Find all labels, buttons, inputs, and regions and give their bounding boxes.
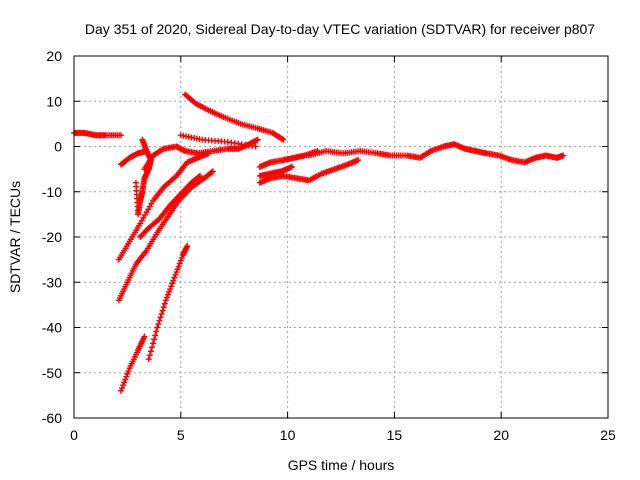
data-point-marker <box>156 317 163 324</box>
y-tick-label: -20 <box>42 229 62 245</box>
data-point-marker <box>120 382 127 389</box>
chart-title: Day 351 of 2020, Sidereal Day-to-day VTE… <box>85 21 595 37</box>
data-point-marker <box>163 294 170 301</box>
series-arc-j <box>145 243 191 363</box>
data-point-marker <box>172 271 179 278</box>
data-point-marker <box>161 300 168 307</box>
data-point-marker <box>170 277 177 284</box>
y-tick-label: -30 <box>42 274 62 290</box>
data-point-marker <box>150 340 157 347</box>
data-point-marker <box>252 143 259 150</box>
data-point-marker <box>164 291 171 298</box>
data-point-marker <box>205 150 212 157</box>
y-tick-label: -50 <box>42 365 62 381</box>
data-point-marker <box>157 314 164 321</box>
data-point-marker <box>122 376 129 383</box>
data-points <box>71 91 567 394</box>
series-arc-h <box>137 172 204 240</box>
x-tick-label: 5 <box>177 427 185 443</box>
data-point-marker <box>154 324 161 331</box>
data-point-marker <box>560 152 567 159</box>
data-point-marker <box>123 373 130 380</box>
x-tick-label: 25 <box>600 427 616 443</box>
data-point-marker <box>254 136 261 143</box>
data-point-marker <box>177 257 184 264</box>
series-arc-e <box>177 132 259 150</box>
data-point-marker <box>151 336 158 343</box>
data-point-marker <box>125 368 132 375</box>
series-arc-o <box>305 141 567 166</box>
data-point-marker <box>208 169 215 176</box>
data-point-marker <box>171 274 178 281</box>
data-point-marker <box>197 172 204 179</box>
data-point-marker <box>158 310 165 317</box>
series-arc-n <box>256 163 295 179</box>
series-arc-a <box>71 129 124 139</box>
data-point-marker <box>121 379 128 386</box>
x-tick-label: 20 <box>493 427 509 443</box>
data-point-marker <box>178 254 185 261</box>
data-point-marker <box>195 173 202 180</box>
x-tick-label: 15 <box>387 427 403 443</box>
data-point-marker <box>166 288 173 295</box>
data-point-marker <box>355 157 362 164</box>
x-axis-label: GPS time / hours <box>288 457 395 473</box>
data-point-marker <box>162 297 169 304</box>
y-tick-label: 0 <box>54 139 62 155</box>
data-point-marker <box>155 321 162 328</box>
data-point-marker <box>124 370 131 377</box>
y-tick-label: -60 <box>42 410 62 426</box>
data-point-marker <box>288 163 295 170</box>
data-point-marker <box>145 356 152 363</box>
data-point-marker <box>209 168 216 175</box>
data-point-marker <box>147 348 154 355</box>
series-arc-d <box>182 91 287 143</box>
data-point-marker <box>152 332 159 339</box>
data-point-marker <box>174 266 181 273</box>
y-tick-label: -10 <box>42 184 62 200</box>
x-tick-label: 10 <box>280 427 296 443</box>
data-point-marker <box>159 307 166 314</box>
data-point-marker <box>153 328 160 335</box>
data-point-marker <box>148 344 155 351</box>
data-point-marker <box>160 304 167 311</box>
data-point-marker <box>176 260 183 267</box>
series-arc-k <box>132 136 154 218</box>
axis-ticks: 0 5 10 15 20 25 -60 -50 -40 -30 -20 -10 0 10 20 <box>42 48 616 443</box>
data-point-marker <box>117 132 124 139</box>
series-arc-l <box>256 157 362 186</box>
data-point-marker <box>173 269 180 276</box>
data-point-marker <box>141 333 148 340</box>
data-point-marker <box>168 283 175 290</box>
y-axis-label: SDTVAR / TECUs <box>7 181 23 293</box>
data-point-marker <box>117 387 124 394</box>
data-point-marker <box>169 280 176 287</box>
data-point-marker <box>175 263 182 270</box>
data-point-marker <box>139 136 146 143</box>
data-point-marker <box>280 136 287 143</box>
x-tick-label: 0 <box>70 427 78 443</box>
series-arc-i <box>117 333 148 394</box>
data-point-marker <box>119 385 126 392</box>
grid <box>74 56 608 418</box>
data-point-marker <box>167 286 174 293</box>
series-arc-g <box>115 168 216 304</box>
y-tick-label: -40 <box>42 320 62 336</box>
data-point-marker <box>146 352 153 359</box>
series-arc-f <box>115 150 212 263</box>
data-point-marker <box>184 243 191 250</box>
y-tick-label: 20 <box>46 48 62 64</box>
y-tick-label: 10 <box>46 93 62 109</box>
